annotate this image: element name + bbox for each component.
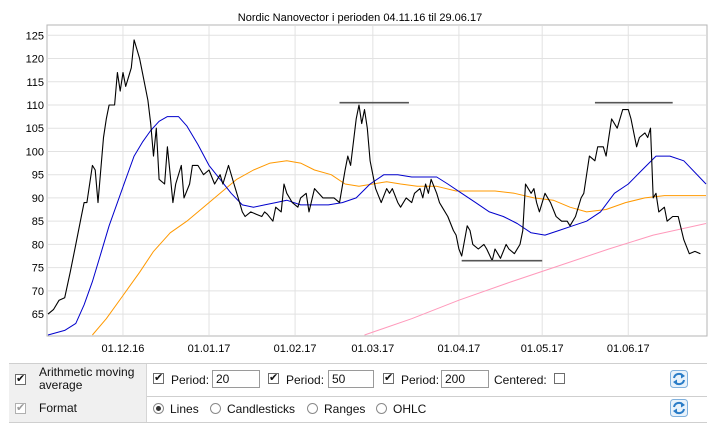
y-tick-label: 80 (32, 239, 44, 251)
x-tick-label: 01.05.17 (521, 343, 564, 355)
y-tick-label: 115 (26, 77, 44, 89)
period-1-input[interactable] (212, 370, 260, 388)
moving-average-checkbox[interactable] (15, 372, 26, 385)
y-tick-label: 65 (32, 309, 44, 321)
x-tick-label: 01.03.17 (351, 343, 394, 355)
ma-50-series-line (92, 160, 706, 336)
y-tick-label: 95 (32, 170, 44, 182)
x-tick-label: 01.02.17 (274, 343, 317, 355)
chart-background (0, 0, 716, 360)
centered-label: Centered: (494, 373, 547, 387)
centered-checkbox[interactable] (554, 373, 565, 384)
format-candlesticks-radio[interactable] (210, 403, 221, 414)
format-ohlc-radio[interactable] (376, 403, 387, 414)
x-tick-label: 01.06.17 (607, 343, 650, 355)
period-2-label: Period: (286, 373, 325, 387)
format-ranges-label: Ranges (324, 402, 366, 416)
x-tick-label: 01.04.17 (437, 343, 480, 355)
period-3-label: Period: (401, 373, 440, 387)
format-lines-label: Lines (170, 402, 199, 416)
y-tick-label: 100 (26, 146, 44, 158)
format-ohlc-label: OHLC (393, 402, 427, 416)
format-candlesticks-label: Candlesticks (227, 402, 296, 416)
chart-title: Nordic Nanovector i perioden 04.11.16 ti… (238, 12, 482, 24)
period-2-checkbox[interactable] (268, 371, 279, 384)
format-label-cell: Format (9, 396, 147, 422)
refresh-icon[interactable] (670, 399, 688, 417)
period-1-checkbox[interactable] (153, 371, 164, 384)
period-3-checkbox[interactable] (383, 371, 394, 384)
price-series-line (47, 39, 701, 315)
ma-200-series-line (364, 223, 707, 336)
plot-frame (46, 24, 708, 337)
period-1-label: Period: (171, 373, 210, 387)
grid (48, 26, 706, 335)
price-chart: 65 70 75 80 85 90 95 100 105 110 115 120 125 01.12.16… (0, 0, 716, 360)
ma-20-series-line (47, 116, 707, 336)
format-row: Format Lines Candlesticks Ranges OHLC (9, 396, 707, 423)
format-ranges-radio[interactable] (307, 403, 318, 414)
x-tick-label: 01.01.17 (188, 343, 231, 355)
x-tick-label: 01.12.16 (102, 343, 145, 355)
period-2-input[interactable] (328, 370, 374, 388)
moving-average-label-cell: Arithmetic moving average (9, 364, 147, 396)
y-tick-label: 105 (26, 123, 44, 135)
y-tick-label: 120 (26, 54, 44, 66)
period-3-input[interactable] (441, 370, 489, 388)
y-tick-label: 70 (32, 286, 44, 298)
format-checkbox[interactable] (15, 401, 26, 414)
refresh-icon[interactable] (670, 370, 688, 388)
y-tick-label: 110 (26, 100, 44, 112)
moving-average-row: Arithmetic moving average Period: Period… (9, 363, 707, 397)
y-tick-label: 75 (32, 263, 44, 275)
format-lines-radio[interactable] (153, 403, 164, 414)
moving-average-label: Arithmetic moving average (39, 365, 135, 392)
y-tick-label: 125 (26, 30, 44, 42)
format-label: Format (39, 401, 78, 415)
series-group (47, 39, 707, 336)
annotation-group (339, 101, 673, 262)
axis-labels: 65 70 75 80 85 90 95 100 105 110 115 120 125 01.12.16… (26, 30, 650, 355)
y-tick-label: 90 (32, 193, 44, 205)
y-tick-label: 85 (32, 216, 44, 228)
